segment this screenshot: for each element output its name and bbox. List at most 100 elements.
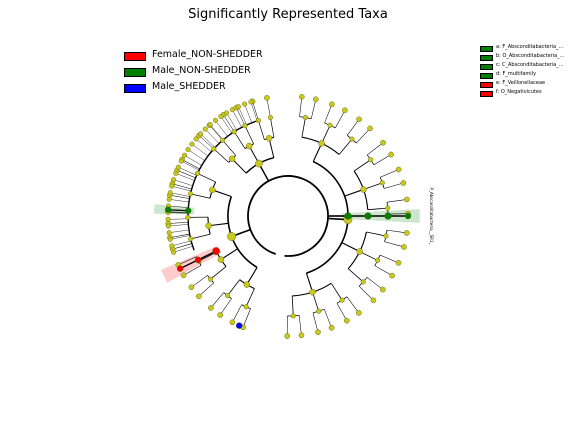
leaf-node — [171, 249, 177, 255]
key-swatch — [480, 54, 493, 61]
tree-branch — [387, 199, 407, 203]
tree-branch — [266, 97, 271, 118]
legend-label: Male_NON-SHEDDER — [152, 65, 251, 76]
key-label: e: F_Veillonellaceae — [496, 80, 546, 86]
tree-branch — [346, 296, 359, 314]
legend-swatch — [124, 52, 146, 61]
biomarker-node-female-non-shedder — [212, 247, 220, 255]
chart-title: Significantly Represented Taxa — [188, 7, 388, 22]
tree-branch — [244, 104, 253, 123]
leaf-node — [389, 272, 395, 279]
leaf-node — [189, 141, 195, 147]
legend-swatch — [124, 84, 146, 93]
taxon-node — [255, 117, 261, 123]
taxon-node — [360, 186, 367, 193]
taxon-node — [188, 236, 194, 242]
tree-branch — [181, 159, 200, 170]
key-swatch — [480, 72, 493, 79]
clade-shade-male-non-shedder-left — [154, 204, 195, 215]
leaf-node — [355, 310, 362, 316]
tree-branch — [212, 189, 232, 197]
tree-branch — [178, 256, 197, 266]
leaf-node — [167, 236, 173, 242]
biomarker-key: a: F_Absconditabacteria_... b: O_Abscond… — [480, 44, 576, 98]
tree-branch — [252, 101, 259, 121]
biomarker-node-male-non-shedder — [364, 212, 372, 220]
taxon-node — [349, 136, 355, 142]
tree-arc — [252, 175, 329, 257]
tree-branch — [379, 254, 399, 264]
tree-branch — [168, 205, 189, 208]
leaf-node — [208, 305, 214, 311]
tree-branch — [198, 282, 214, 297]
leaf-node — [169, 243, 175, 249]
tree-branch — [312, 292, 320, 312]
tree-branch — [270, 117, 275, 138]
tree-branch — [195, 138, 212, 152]
key-swatch — [480, 81, 493, 88]
tree-branch — [324, 309, 332, 328]
tree-branch — [184, 155, 202, 166]
tree-branch — [305, 272, 314, 293]
key-item-c: c: C_Absconditabacteria_... — [480, 62, 576, 71]
tree-branch — [356, 128, 371, 144]
tree-branch — [338, 138, 353, 155]
tree-branch — [191, 143, 209, 157]
leaf-node — [403, 230, 410, 236]
taxon-node — [246, 142, 253, 150]
tree-branch — [190, 193, 211, 199]
taxon-node — [187, 191, 193, 197]
taxon-node — [379, 180, 385, 186]
tree-branch — [172, 183, 192, 190]
leaf-node — [165, 223, 171, 229]
tree-branch — [173, 246, 193, 253]
legend-swatch — [124, 68, 146, 77]
tree-branch — [301, 117, 306, 138]
tree-branch — [298, 315, 302, 336]
taxon-node — [220, 137, 226, 143]
taxon-node — [360, 279, 366, 285]
tree-branch — [172, 243, 192, 250]
tree-branch — [366, 277, 383, 290]
tree-branch — [197, 173, 216, 183]
taxon-node — [242, 123, 248, 129]
tree-branch — [210, 266, 227, 280]
leaf-node — [188, 284, 195, 291]
tree-branch — [198, 135, 215, 150]
tree-branch — [380, 169, 399, 178]
tree-branch — [386, 229, 407, 234]
tree-branch — [209, 124, 223, 141]
tree-branch — [321, 125, 331, 144]
tree-branch — [384, 241, 405, 248]
tree-branch — [175, 173, 195, 181]
tree-branch — [246, 267, 258, 285]
taxon-node — [375, 257, 381, 263]
leaf-node — [242, 101, 248, 107]
leaf-node — [343, 317, 350, 324]
tree-branch — [210, 292, 224, 309]
tree-branch — [219, 298, 232, 316]
taxon-node — [243, 281, 251, 288]
taxon-node — [211, 146, 217, 152]
leaf-node — [185, 147, 191, 153]
tree-arc — [247, 195, 276, 255]
tree-branch — [183, 265, 202, 276]
tree-branch — [220, 116, 233, 134]
biomarker-node-male-non-shedder — [164, 206, 172, 213]
tree-branch — [238, 106, 247, 126]
taxon-node — [231, 129, 237, 135]
tree-branch — [213, 148, 229, 163]
key-label: b: O_Absconditabacteria_... — [496, 53, 565, 59]
leaf-node — [165, 216, 171, 222]
tree-branch — [220, 248, 238, 261]
leaf-node — [379, 286, 386, 293]
leaf-node — [356, 116, 362, 123]
tree-branch — [268, 138, 275, 158]
tree-branch — [374, 265, 393, 276]
leaf-node — [198, 131, 204, 137]
tree-branch — [181, 160, 200, 171]
key-swatch — [480, 90, 493, 97]
tree-branch — [178, 167, 197, 176]
tree-branch — [330, 283, 343, 301]
leaf-node — [370, 297, 377, 304]
